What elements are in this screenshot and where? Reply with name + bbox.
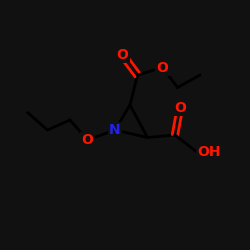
Text: O: O: [156, 60, 168, 74]
Text: O: O: [116, 48, 128, 62]
Text: N: N: [109, 123, 121, 137]
Text: O: O: [82, 133, 94, 147]
Text: O: O: [174, 100, 186, 114]
Text: OH: OH: [198, 146, 221, 160]
